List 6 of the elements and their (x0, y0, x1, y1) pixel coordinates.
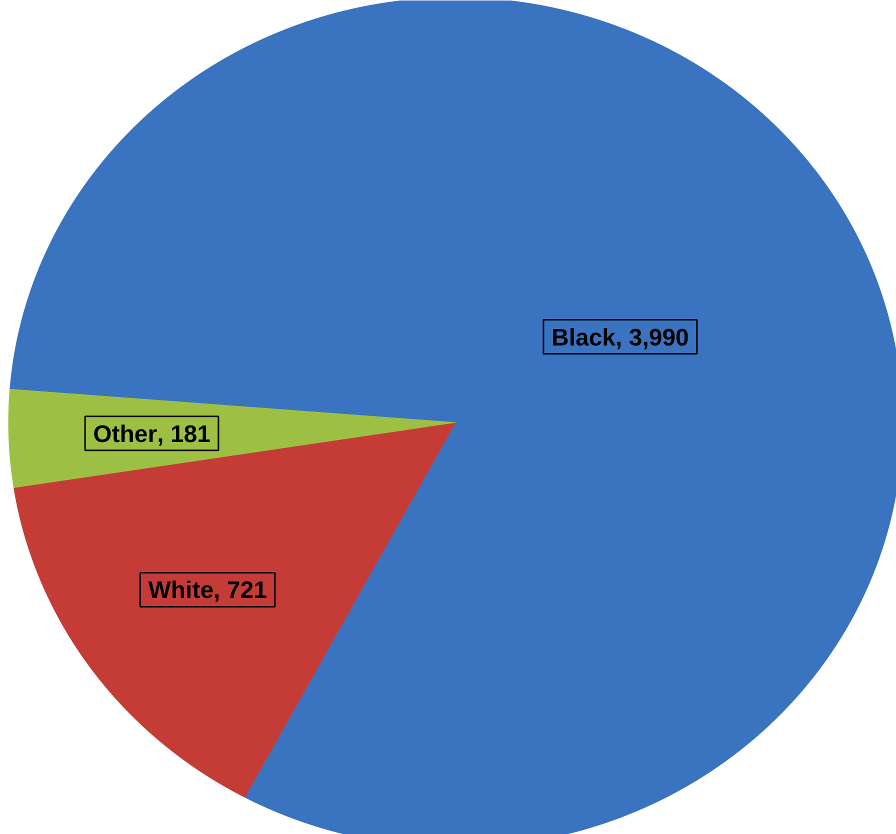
slice-label: Other (93, 420, 158, 448)
data-label: , 181 (157, 420, 210, 448)
data-label: , 721 (214, 577, 267, 604)
slice-label: Black (551, 324, 616, 352)
slice-label: White (148, 577, 214, 604)
data-label: , 3,990 (616, 324, 689, 352)
